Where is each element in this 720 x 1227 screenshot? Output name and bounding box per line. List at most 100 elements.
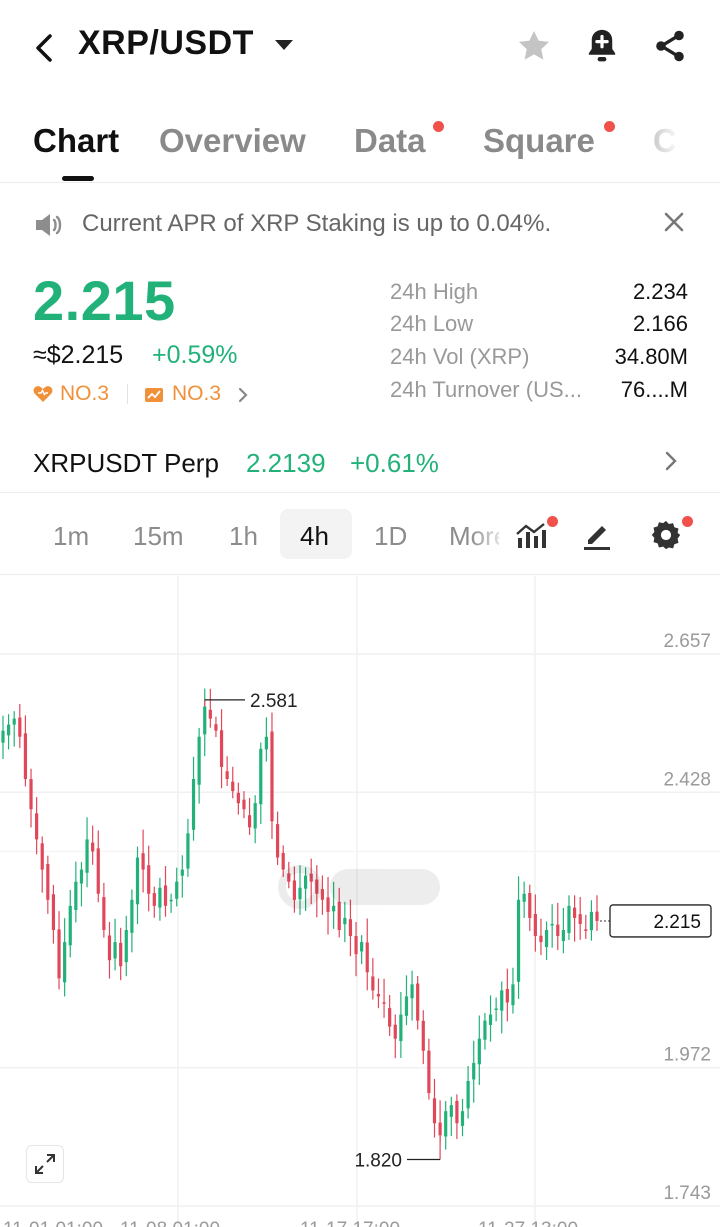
share-icon[interactable] [650, 26, 690, 66]
perp-chevron-right-icon[interactable] [662, 449, 680, 473]
candle-body-102 [572, 907, 577, 918]
candle-body-0 [1, 730, 5, 743]
fullscreen-expand-button[interactable] [26, 1145, 64, 1183]
candle-body-36 [203, 706, 207, 735]
candle-body-92 [516, 899, 521, 982]
draw-tool-icon[interactable] [580, 518, 614, 552]
x-tick-label-2: 11-17 17:00 [300, 1219, 400, 1227]
y-tick-label-2: 1.972 [663, 1045, 711, 1066]
candle-body-83 [466, 1080, 470, 1109]
announcement-text[interactable]: Current APR of XRP Staking is up to 0.04… [82, 210, 552, 237]
stat-high-value: 2.234 [632, 279, 688, 304]
candle-body-94 [528, 892, 532, 918]
candle-body-32 [180, 869, 184, 876]
candle-body-64 [360, 942, 364, 952]
watermark-ring [278, 865, 322, 909]
close-icon[interactable] [660, 208, 688, 236]
stat-volume-value: 34.80M [614, 344, 688, 369]
candle-body-103 [578, 914, 582, 924]
tab-data[interactable]: Data [354, 122, 426, 159]
interval-4h[interactable]: 4h [300, 521, 329, 551]
settings-gear-icon[interactable] [649, 518, 683, 552]
usd-price: ≈$2.215 [33, 341, 124, 369]
tab-chart[interactable]: Chart [33, 122, 120, 159]
interval-1m[interactable]: 1m [53, 521, 90, 551]
candle-body-84 [472, 1062, 476, 1080]
back-arrow-icon[interactable] [30, 30, 60, 66]
candlestick-chart[interactable]: 2.657 2.428 1.972 1.743 11-01 01:00 11-08 01… [0, 576, 720, 1227]
tab-square[interactable]: Square [483, 122, 595, 159]
candle-body-42 [236, 792, 240, 804]
candle-body-73 [410, 984, 414, 999]
candle-body-76 [427, 1050, 431, 1094]
rank-badge-1[interactable]: NO.3 [60, 382, 110, 405]
candle-body-63 [354, 936, 358, 955]
candle-body-99 [556, 924, 560, 937]
candle-body-86 [483, 1020, 487, 1040]
candle-body-87 [488, 1014, 493, 1026]
pair-title[interactable]: XRP/USDT [78, 24, 254, 62]
candle-body-89 [500, 990, 504, 1011]
tab-data-notification-dot [433, 121, 444, 132]
active-interval-bg [280, 509, 352, 559]
candle-body-53 [298, 887, 302, 900]
candle-body-96 [539, 935, 543, 943]
stat-low-value: 2.166 [632, 311, 688, 336]
candle-body-50 [281, 852, 285, 870]
rank-separator [127, 384, 128, 404]
candle-body-95 [533, 913, 537, 937]
candle-body-22 [124, 930, 128, 963]
candle-body-58 [326, 897, 330, 912]
interval-1h[interactable]: 1h [229, 521, 258, 551]
chevron-right-icon[interactable] [236, 386, 250, 404]
candle-body-17 [96, 848, 100, 894]
rank-badge-2[interactable]: NO.3 [172, 382, 222, 405]
x-tick-label-1: 11-08 01:00 [120, 1219, 220, 1227]
interval-15m[interactable]: 15m [133, 521, 184, 551]
candle-body-91 [511, 984, 515, 1006]
candle-body-46 [259, 748, 263, 805]
candle-body-5 [29, 779, 33, 810]
candle-body-7 [40, 843, 44, 870]
candle-body-93 [522, 893, 526, 902]
interval-1d[interactable]: 1D [374, 521, 408, 551]
candle-body-19 [107, 935, 112, 961]
y-tick-label-3: 1.743 [663, 1183, 711, 1204]
x-tick-label-0: 11-01 01:00 [3, 1219, 103, 1227]
candle-body-4 [23, 733, 28, 780]
candle-body-51 [287, 873, 291, 882]
candle-body-10 [57, 929, 61, 979]
candle-body-11 [63, 942, 67, 983]
perp-label[interactable]: XRPUSDT Perp [33, 448, 219, 478]
extreme-markers: 2.581 1.820 [204, 691, 441, 1171]
tab-overview[interactable]: Overview [159, 122, 306, 159]
x-tick-label-3: 11-27 13:00 [478, 1219, 578, 1227]
low-marker-label: 1.820 [354, 1150, 402, 1171]
perp-change: +0.61% [350, 448, 439, 478]
candle-body-14 [79, 869, 84, 884]
favorite-star-icon[interactable] [514, 26, 554, 66]
price-change-percent: +0.59% [152, 341, 238, 369]
candle-body-90 [505, 988, 509, 1003]
candle-body-43 [242, 799, 246, 810]
last-price-tag: 2.215 [600, 904, 712, 938]
candle-body-12 [68, 905, 72, 946]
price-alert-bell-icon[interactable] [582, 26, 622, 66]
stat-low-label: 24h Low [390, 311, 474, 336]
pair-dropdown-caret-icon[interactable] [275, 40, 293, 50]
candle-body-59 [332, 905, 336, 912]
indicators-icon[interactable] [514, 520, 550, 552]
watermark-logo [278, 865, 440, 909]
stat-turnover-label: 24h Turnover (US... [390, 377, 582, 402]
indicators-dot [547, 516, 558, 527]
candle-body-55 [309, 873, 313, 882]
candle-body-8 [46, 863, 50, 900]
candle-body-79 [444, 1111, 448, 1137]
candle-body-54 [304, 875, 308, 889]
candle-body-47 [264, 736, 268, 750]
candle-body-88 [494, 1008, 498, 1011]
perp-divider [0, 492, 720, 493]
candle-body-48 [270, 731, 274, 822]
candle-body-62 [348, 919, 353, 937]
candle-body-69 [388, 1008, 392, 1027]
